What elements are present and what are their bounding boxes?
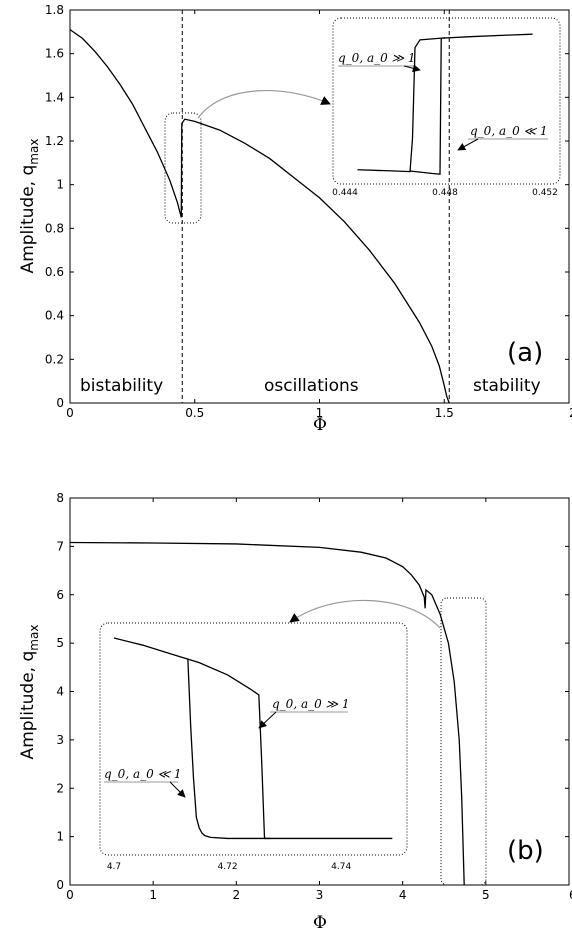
zoom-box: [440, 597, 487, 886]
x-tick-label: 3: [316, 888, 324, 902]
y-tick-label: 7: [56, 539, 64, 553]
x-axis-title: Φ: [313, 415, 327, 435]
inset-x-tick-label: 4.72: [218, 862, 238, 872]
inset-series-line: [409, 36, 446, 175]
inset-label-small: q_0, a_0 ≪ 1: [470, 124, 548, 138]
panel-label: (a): [507, 338, 543, 368]
x-tick-label: 4: [399, 888, 407, 902]
plot-frame: [69, 9, 570, 404]
label-pointer: [258, 711, 277, 729]
y-tick-label: 0: [56, 878, 64, 892]
y-tick-label: 1: [56, 830, 64, 844]
tick-group: 0 0.5 1 1.5 2 0 0.2 0.4 0.6 0.8 1 1.2 1.4 1.6 1.8: [45, 3, 572, 420]
panel-a: 0 0.5 1 1.5 2 0 0.2 0.4 0.6 0.8 1 1.2 1.4 1.6 1.8 0.44…: [18, 3, 572, 435]
x-axis-title: Φ: [313, 913, 327, 931]
zoom-box: [164, 112, 202, 224]
y-axis-title-sub: max: [27, 139, 41, 165]
y-tick-label: 1.2: [45, 134, 64, 148]
x-tick-label: 0.5: [185, 406, 204, 420]
inset: 0.444 0.448 0.452 q_0, a_0 ≫ 1 q_0, a_0 ≪ …: [332, 17, 561, 198]
inset-frame: [332, 17, 561, 185]
y-tick-label: 0.8: [45, 221, 64, 235]
inset-x-tick-label: 0.444: [332, 188, 358, 198]
region-label-bistability: bistability: [80, 376, 163, 396]
inset: 4.7 4.72 4.74 q_0, a_0 ≫ 1 q_0, a_0 ≪ 1: [99, 622, 408, 872]
x-tick-label: 0: [66, 406, 74, 420]
inset-series-line: [357, 33, 533, 173]
x-tick-label: 1: [149, 888, 157, 902]
zoom-arrow: [197, 89, 331, 119]
panel-b: 0 1 2 3 4 5 6 0 1 2 3 4 5 6 7 8 4.7 4.72 4.74 q_0, a_0 ≫ …: [18, 491, 572, 931]
panel-label: (b): [507, 836, 544, 866]
y-axis-title-main: Amplitude, q: [18, 651, 38, 760]
y-tick-label: 4: [56, 685, 64, 699]
x-tick-label: 2: [569, 406, 572, 420]
region-label-stability: stability: [473, 376, 541, 396]
zoom-arrow: [289, 599, 441, 629]
inset-x-tick-label: 4.7: [107, 862, 121, 872]
label-pointer: [403, 64, 421, 73]
x-tick-label: 6: [569, 888, 572, 902]
y-tick-label: 3: [56, 733, 64, 747]
y-axis-title: Amplitude, qmax: [18, 625, 41, 760]
region-boundaries: [181, 10, 450, 403]
y-tick-label: 6: [56, 588, 64, 602]
inset-frame: [99, 622, 408, 856]
inset-x-tick-label: 0.448: [432, 188, 458, 198]
label-pointer: [169, 781, 186, 798]
region-label-oscillations: oscillations: [264, 376, 359, 396]
y-tick-label: 1.8: [45, 3, 64, 17]
inset-x-tick-label: 0.452: [532, 188, 558, 198]
y-tick-label: 2: [56, 781, 64, 795]
tick-group: 0 1 2 3 4 5 6 0 1 2 3 4 5 6 7 8: [56, 491, 572, 902]
plot-frame: [69, 497, 570, 886]
y-axis-title-sub: max: [27, 625, 41, 651]
x-tick-label: 1.5: [435, 406, 454, 420]
y-tick-label: 1.4: [45, 90, 64, 104]
y-tick-label: 0: [56, 396, 64, 410]
y-tick-label: 0.2: [45, 352, 64, 366]
inset-label-large: q_0, a_0 ≫ 1: [338, 51, 416, 65]
x-tick-label: 1: [316, 406, 324, 420]
inset-series-line: [187, 658, 393, 840]
x-tick-label: 2: [233, 888, 241, 902]
y-tick-label: 5: [56, 636, 64, 650]
series-line: [69, 541, 465, 886]
inset-tick-group: 4.7 4.72 4.74: [107, 862, 352, 872]
inset-label-small: q_0, a_0 ≪ 1: [104, 767, 182, 781]
y-tick-label: 1.6: [45, 47, 64, 61]
y-tick-label: 0.6: [45, 265, 64, 279]
inset-tick-group: 0.444 0.448 0.452: [332, 188, 558, 198]
y-tick-label: 1: [56, 178, 64, 192]
x-tick-label: 0: [66, 888, 74, 902]
y-tick-label: 0.4: [45, 309, 64, 323]
inset-label-large: q_0, a_0 ≫ 1: [272, 697, 350, 711]
inset-series-line: [113, 637, 271, 840]
y-axis-title: Amplitude, qmax: [18, 139, 41, 274]
x-tick-label: 5: [482, 888, 490, 902]
series-line: [69, 29, 450, 404]
label-pointer: [457, 138, 479, 151]
y-axis-title-main: Amplitude, q: [18, 165, 38, 274]
inset-x-tick-label: 4.74: [331, 862, 351, 872]
y-tick-label: 8: [56, 491, 64, 505]
